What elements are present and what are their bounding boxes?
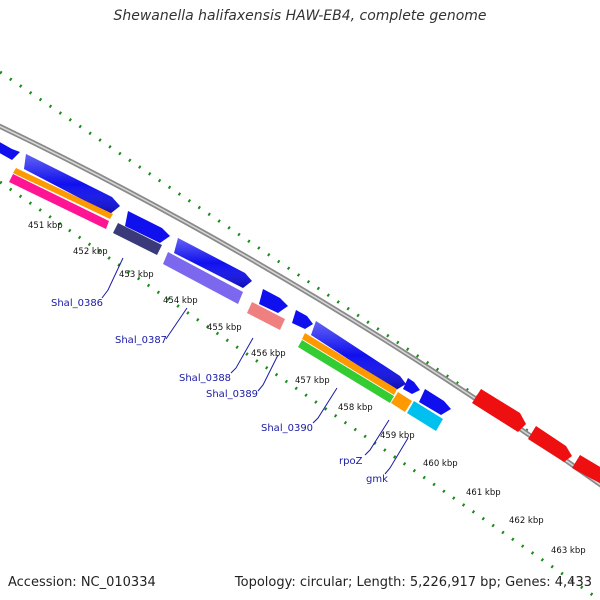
cds-arrow[interactable]	[403, 378, 420, 394]
genome-summary-text: Topology: circular; Length: 5,226,917 bp…	[234, 575, 592, 590]
kbp-label: 463 kbp	[551, 546, 586, 556]
map-title: Shewanella halifaxensis HAW-EB4, complet…	[113, 8, 487, 24]
gene-label[interactable]: Shal_0387	[115, 335, 167, 346]
cds-arrow[interactable]	[0, 140, 20, 160]
kbp-scale-labels: 451 kbp 452 kbp 453 kbp 454 kbp 455 kbp …	[28, 221, 586, 556]
kbp-label: 453 kbp	[119, 270, 154, 280]
kbp-label: 461 kbp	[466, 488, 501, 498]
kbp-label: 451 kbp	[28, 221, 63, 231]
kbp-label: 455 kbp	[207, 323, 242, 333]
kbp-label: 462 kbp	[509, 516, 544, 526]
reverse-cds-track	[472, 389, 600, 484]
outer-tick-ring	[0, 70, 600, 482]
cds-arrow[interactable]	[259, 289, 288, 313]
kbp-label: 460 kbp	[423, 459, 458, 469]
cds-arrow[interactable]	[292, 310, 313, 329]
gene-label[interactable]: Shal_0386	[51, 298, 103, 309]
orange-feature[interactable]	[391, 392, 412, 412]
cds-arrow-reverse[interactable]	[472, 389, 526, 432]
gene-label[interactable]: Shal_0389	[206, 389, 258, 400]
orange-feature[interactable]	[13, 168, 113, 219]
kbp-label: 458 kbp	[338, 403, 373, 413]
accession-text: Accession: NC_010334	[8, 575, 156, 590]
salmon-feature[interactable]	[247, 302, 285, 330]
gene-label[interactable]: rpoZ	[339, 456, 363, 467]
kbp-label: 454 kbp	[163, 296, 198, 306]
gene-label[interactable]: Shal_0388	[179, 373, 231, 384]
kbp-label: 459 kbp	[380, 431, 415, 441]
kbp-label: 456 kbp	[251, 349, 286, 359]
orange-feature[interactable]	[302, 333, 397, 395]
cds-arrow-reverse[interactable]	[572, 455, 600, 484]
gene-label[interactable]: gmk	[366, 474, 388, 485]
gene-labels: Shal_0386 Shal_0387 Shal_0388 Shal_0389 …	[51, 298, 388, 485]
navy-feature[interactable]	[113, 223, 162, 255]
cds-arrow[interactable]	[125, 211, 170, 243]
inner-tick-ring	[0, 180, 600, 600]
cyan-feature[interactable]	[407, 401, 443, 431]
cds-arrow-reverse[interactable]	[528, 426, 572, 462]
forward-cds-track	[0, 140, 451, 415]
kbp-label: 457 kbp	[295, 376, 330, 386]
gene-feature-track	[9, 168, 443, 431]
cds-arrow[interactable]	[419, 389, 451, 415]
purple-feature[interactable]	[163, 252, 243, 304]
gene-label[interactable]: Shal_0390	[261, 423, 313, 434]
kbp-label: 452 kbp	[73, 247, 108, 257]
gene-label-leaders	[101, 257, 409, 475]
green-feature[interactable]	[298, 340, 394, 403]
pink-feature[interactable]	[9, 174, 109, 229]
